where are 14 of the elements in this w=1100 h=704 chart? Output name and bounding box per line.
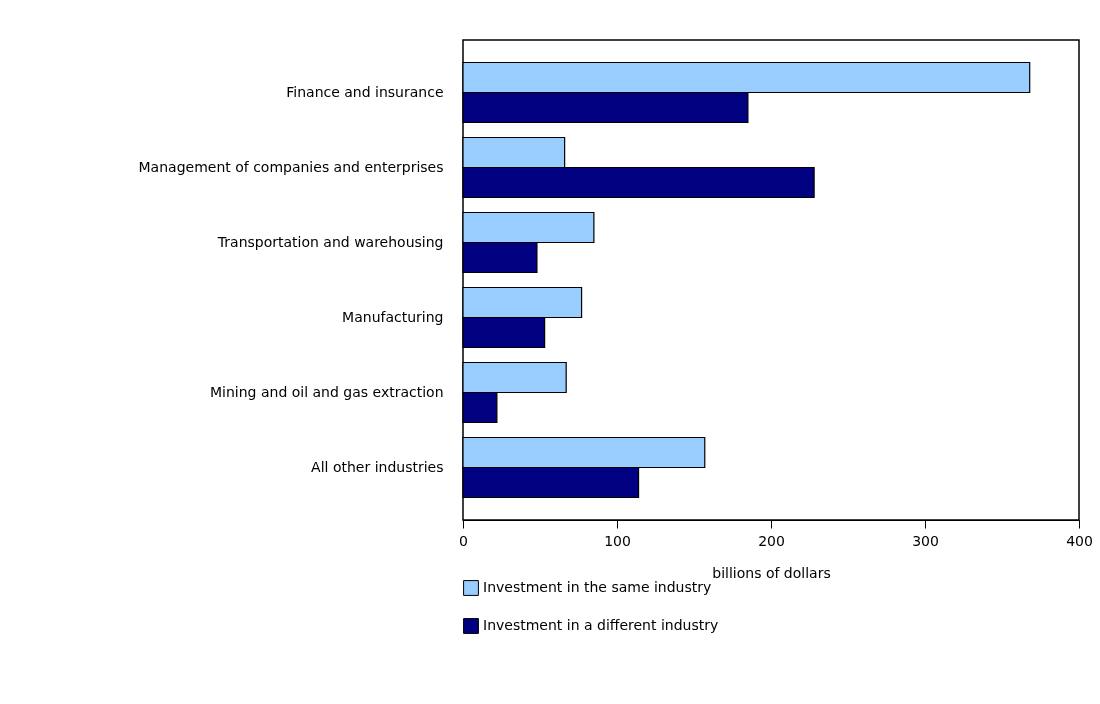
y-tick-label: Manufacturing xyxy=(342,308,444,325)
y-tick-label: All other industries xyxy=(311,458,444,475)
y-tick-label: Transportation and warehousing xyxy=(216,233,444,250)
x-tick-label: 300 xyxy=(912,532,939,549)
y-tick-label: Mining and oil and gas extraction xyxy=(209,383,444,400)
y-tick-label: Management of companies and enterprises xyxy=(138,158,444,175)
y-tick-label: Finance and insurance xyxy=(286,83,444,100)
legend-label: Investment in the same industry xyxy=(483,579,712,595)
x-axis-title: billions of dollars xyxy=(712,564,831,581)
legend-label: Investment in a different industry xyxy=(483,617,719,633)
x-tick-label: 400 xyxy=(1066,532,1093,549)
x-tick-label: 100 xyxy=(604,532,631,549)
x-tick-label: 200 xyxy=(758,532,785,549)
x-tick-label: 0 xyxy=(459,532,468,549)
